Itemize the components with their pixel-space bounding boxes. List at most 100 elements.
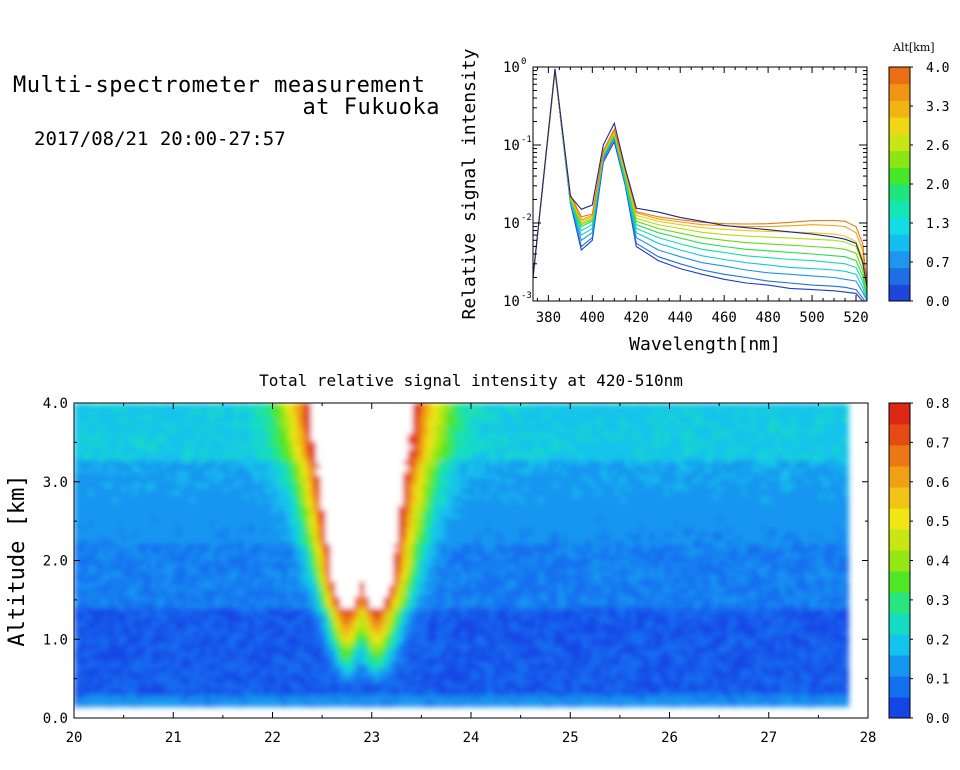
- heatmap-cell: [262, 512, 269, 518]
- heatmap-cell: [194, 539, 201, 545]
- heatmap-cell: [83, 406, 90, 412]
- heatmap-cell: [98, 577, 104, 582]
- heatmap-cell: [349, 554, 356, 560]
- altitude-colorbar-band: [889, 83, 910, 101]
- heatmap-cell: [161, 596, 167, 601]
- heatmap-cell: [306, 691, 312, 696]
- heatmap-cell: [170, 611, 177, 617]
- heatmap-cell: [141, 531, 148, 537]
- heatmap-cell: [340, 645, 346, 651]
- heatmap-cell: [214, 581, 220, 586]
- heatmap-cell: [78, 440, 85, 446]
- heatmap-cell: [262, 433, 269, 438]
- heatmap-cell: [238, 634, 245, 639]
- heatmap-cell: [88, 493, 95, 499]
- heatmap-cell: [219, 444, 225, 450]
- heatmap-cell: [199, 516, 206, 522]
- heatmap-cell: [306, 596, 312, 601]
- heatmap-cell: [325, 463, 332, 469]
- heatmap-cell: [344, 592, 351, 598]
- heatmap-cell: [117, 675, 124, 681]
- heatmap-cell: [349, 672, 356, 677]
- heatmap-cell: [359, 406, 366, 412]
- heatmap-cell: [175, 512, 182, 518]
- heatmap-cell: [136, 615, 143, 620]
- heatmap-cell: [214, 437, 220, 442]
- heatmap-cell: [117, 619, 124, 624]
- heatmap-cell: [257, 493, 264, 499]
- heatmap-cell: [74, 512, 80, 518]
- heatmap-cell: [262, 418, 269, 423]
- heatmap-cell: [228, 668, 235, 673]
- heatmap-cell: [88, 456, 95, 461]
- heatmap-cell: [117, 698, 124, 704]
- heatmap-cell: [175, 493, 182, 499]
- heatmap-cell: [112, 641, 119, 647]
- heatmap-cell: [301, 437, 308, 442]
- heatmap-cell: [161, 440, 167, 446]
- heatmap-cell: [156, 406, 162, 412]
- heatmap-cell: [291, 547, 298, 552]
- heatmap-cell: [330, 698, 337, 704]
- heatmap-cell: [282, 554, 288, 560]
- heatmap-cell: [267, 683, 274, 689]
- heatmap-cell: [74, 611, 80, 617]
- heatmap-cell: [146, 607, 153, 613]
- heatmap-cell: [267, 471, 274, 476]
- spectrum-y-tick-label: 10: [503, 60, 520, 76]
- heatmap-cell: [190, 433, 196, 438]
- heatmap-cell: [349, 660, 356, 666]
- heatmap-cell: [83, 588, 90, 594]
- heatmap-cell: [199, 539, 206, 545]
- altitude-colorbar-tick-label: 0.7: [926, 256, 949, 271]
- heatmap-cell: [88, 524, 95, 529]
- heatmap-cell: [219, 592, 225, 598]
- heatmap-cell: [228, 414, 235, 419]
- heatmap-cell: [151, 592, 158, 598]
- heatmap-cell: [296, 626, 303, 632]
- heatmap-cell: [296, 660, 303, 666]
- heatmap-cell: [233, 619, 240, 624]
- heatmap-cell: [112, 645, 119, 651]
- heatmap-cell: [344, 581, 351, 586]
- heatmap-cell: [165, 679, 172, 685]
- heatmap-cell: [98, 444, 104, 450]
- heatmap-cell: [199, 490, 206, 495]
- heatmap-cell: [311, 554, 317, 560]
- heatmap-cell: [359, 425, 366, 431]
- heatmap-cell: [330, 584, 337, 590]
- heatmap-cell: [165, 664, 172, 670]
- heatmap-cell: [253, 463, 259, 469]
- heatmap-cell: [112, 486, 119, 491]
- heatmap-cell: [340, 524, 346, 529]
- heatmap-cell: [311, 531, 317, 537]
- heatmap-cell: [335, 403, 341, 408]
- heatmap-cell: [315, 607, 322, 613]
- heatmap-cell: [306, 584, 312, 590]
- heatmap-cell: [103, 562, 109, 567]
- heatmap-cell: [117, 482, 124, 488]
- heatmap-cell: [209, 524, 216, 529]
- heatmap-cell: [354, 573, 361, 579]
- heatmap-cell: [98, 550, 104, 556]
- heatmap-cell: [272, 524, 279, 529]
- heatmap-cell: [243, 493, 249, 499]
- heatmap-cell: [233, 524, 240, 529]
- heatmap-cell: [272, 581, 279, 586]
- heatmap-cell: [253, 497, 259, 503]
- heatmap-cell: [107, 418, 114, 423]
- heatmap-cell: [83, 493, 90, 499]
- heatmap-cell: [228, 562, 235, 567]
- heatmap-cell: [190, 679, 196, 685]
- heatmap-cell: [107, 467, 114, 473]
- heatmap-cell: [74, 543, 80, 548]
- heatmap-cell: [257, 653, 264, 658]
- heatmap-cell: [320, 694, 327, 700]
- heatmap-cell: [325, 448, 332, 454]
- heatmap-cell: [354, 687, 361, 692]
- heatmap-cell: [78, 425, 85, 431]
- heatmap-cell: [277, 448, 283, 454]
- heatmap-cell: [301, 637, 308, 643]
- heatmap-cell: [349, 558, 356, 563]
- heatmap-cell: [291, 490, 298, 495]
